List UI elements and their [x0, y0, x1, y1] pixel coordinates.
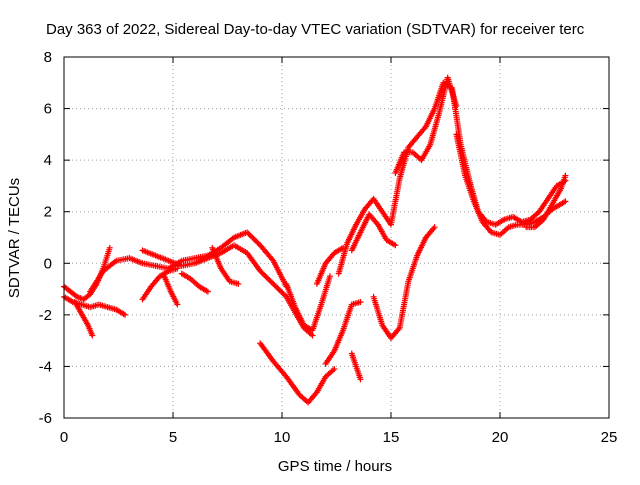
series-arc-17 — [370, 224, 438, 342]
series-arc-3 — [71, 298, 96, 339]
series-arc-14 — [335, 79, 569, 277]
series-arc-9 — [209, 244, 242, 287]
x-tick-label: 0 — [60, 429, 68, 446]
y-tick-label: -4 — [39, 358, 52, 375]
data-point-marker — [453, 102, 460, 109]
series-arc-20 — [523, 172, 569, 231]
plot-frame — [63, 56, 610, 419]
data-point-marker — [357, 298, 364, 305]
series-arc-8 — [178, 270, 211, 295]
y-tick-label: 4 — [44, 152, 52, 169]
data-point-marker — [392, 242, 399, 249]
series-arc-10 — [257, 340, 338, 406]
data-point-marker — [106, 244, 113, 251]
data-point-marker — [562, 198, 569, 205]
data-point-marker — [357, 376, 364, 383]
data-point-marker — [122, 311, 129, 318]
data-point-marker — [326, 273, 333, 280]
x-tick-label: 10 — [274, 429, 291, 446]
y-tick-label: 8 — [44, 49, 52, 66]
data-point-marker — [562, 172, 569, 179]
y-tick-label: 0 — [44, 255, 52, 272]
data-series-group — [61, 74, 569, 406]
grid-lines — [64, 57, 609, 418]
x-tick-label: 20 — [492, 429, 509, 446]
series-arc-15 — [348, 211, 399, 254]
data-point-marker — [174, 301, 181, 308]
y-tick-label: -6 — [39, 410, 52, 427]
y-tick-label: 2 — [44, 204, 52, 221]
axis-tick-labels: 0 5 10 15 20 25 -6 -4 -2 0 2 4 6 8 — [39, 49, 618, 446]
series-arc-18 — [392, 74, 460, 177]
axis-ticks — [63, 56, 610, 419]
data-point-marker — [235, 280, 242, 287]
chart-title: Day 363 of 2022, Sidereal Day-to-day VTE… — [46, 21, 585, 38]
y-axis-label: SDTVAR / TECUs — [6, 178, 23, 298]
series-arc-19 — [453, 131, 569, 238]
series-arc-7 — [161, 273, 181, 308]
series-arc-13 — [322, 298, 364, 367]
data-point-marker — [204, 288, 211, 295]
series-arc-1 — [61, 244, 113, 303]
series-arc-4 — [87, 229, 290, 295]
data-point-marker — [309, 332, 316, 339]
data-point-marker — [431, 224, 438, 231]
x-tick-label: 5 — [169, 429, 177, 446]
data-point-marker — [282, 292, 289, 299]
data-point-marker — [174, 265, 181, 272]
x-axis-label: GPS time / hours — [278, 458, 392, 475]
series-arc-16 — [348, 350, 364, 383]
data-point-marker — [331, 366, 338, 373]
series-arc-12 — [313, 244, 347, 287]
y-tick-label: -2 — [39, 307, 52, 324]
x-tick-label: 25 — [601, 429, 618, 446]
data-point-marker — [89, 332, 96, 339]
series-arc-6 — [139, 265, 181, 303]
series-arc-2 — [61, 293, 129, 318]
y-tick-label: 6 — [44, 101, 52, 118]
series-arc-11 — [283, 273, 333, 334]
x-tick-label: 15 — [383, 429, 400, 446]
